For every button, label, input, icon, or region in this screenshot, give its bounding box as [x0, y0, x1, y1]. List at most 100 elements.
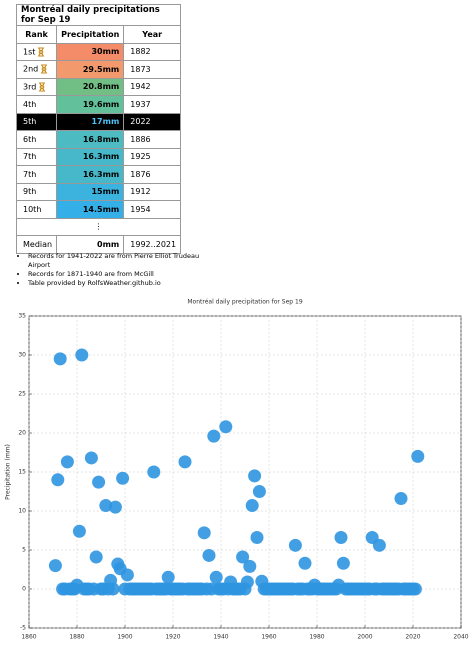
rank: 2nd	[23, 64, 39, 74]
x-tick-label: 1860	[21, 634, 36, 641]
ellipsis: ⋮	[15, 217, 182, 236]
year: 1937	[123, 95, 182, 114]
point	[106, 582, 120, 596]
icon	[38, 47, 45, 57]
notes: Records for 1941-2022 are from Pierre El…	[16, 252, 208, 288]
point	[51, 473, 65, 487]
point	[178, 455, 192, 469]
rank: 7th	[15, 165, 58, 184]
median-value: 0mm	[56, 235, 125, 254]
point	[75, 348, 89, 362]
precip: 29.5mm	[56, 60, 125, 79]
x-tick-label: 1920	[165, 634, 180, 641]
point	[89, 550, 103, 564]
point	[209, 570, 223, 584]
point	[202, 548, 216, 562]
x-tick-label: 1900	[117, 634, 132, 641]
year: 1873	[123, 60, 182, 79]
point	[161, 570, 175, 584]
records-table: Montréal daily precipitations for Sep 19…	[15, 4, 182, 254]
y-tick-label: 20	[18, 430, 26, 437]
y-tick-label: 30	[18, 352, 26, 359]
precip: 30mm	[56, 42, 125, 61]
precip: 19.6mm	[56, 95, 125, 114]
point	[243, 559, 257, 573]
x-tick-label: 1940	[213, 634, 228, 641]
point	[197, 526, 211, 540]
point	[147, 465, 161, 479]
year: 1925	[123, 147, 182, 166]
point	[207, 429, 221, 443]
point	[408, 582, 422, 596]
x-tick-label: 1880	[69, 634, 84, 641]
year: 1942	[123, 77, 182, 96]
y-tick-label: -5	[20, 625, 26, 632]
point	[334, 531, 348, 545]
y-tick-label: 5	[22, 547, 26, 554]
point	[60, 455, 74, 469]
median-label: Median	[15, 235, 58, 254]
median-years: 1992..2021	[123, 235, 182, 254]
precip: 16.8mm	[56, 130, 125, 149]
year: 2022	[123, 112, 182, 131]
point	[116, 471, 130, 485]
point	[108, 500, 122, 514]
precip: 17mm	[56, 112, 125, 131]
point	[252, 485, 266, 498]
icon	[39, 82, 46, 92]
point	[288, 538, 302, 552]
year: 1876	[123, 165, 182, 184]
rank: 3rd	[23, 82, 37, 92]
year: 1886	[123, 130, 182, 149]
note: Records for 1941-2022 are from Pierre El…	[28, 252, 208, 270]
y-tick-label: 0	[22, 586, 26, 593]
rank: 5th	[15, 112, 58, 131]
y-tick-label: 10	[18, 508, 26, 515]
y-tick-label: 25	[18, 391, 26, 398]
y-tick-label: 35	[18, 313, 26, 320]
point	[245, 499, 259, 513]
point	[298, 556, 312, 570]
point	[53, 352, 67, 366]
precip: 20.8mm	[56, 77, 125, 96]
point	[240, 575, 254, 589]
header: Year	[123, 25, 182, 44]
header: Precipitation	[56, 25, 125, 44]
point	[411, 449, 425, 463]
point	[248, 469, 262, 483]
point	[372, 538, 386, 552]
table-title: Montréal daily precipitations for Sep 19	[15, 4, 182, 26]
point	[84, 451, 98, 465]
x-tick-label: 2040	[453, 634, 468, 641]
y-tick-label: 15	[18, 469, 26, 476]
precip: 16.3mm	[56, 165, 125, 184]
chart-title: Montréal daily precipitation for Sep 19	[187, 299, 302, 306]
precip: 15mm	[56, 182, 125, 201]
icon	[41, 64, 48, 74]
point	[219, 420, 233, 434]
y-axis-label: Precipitation (mm)	[5, 444, 12, 500]
x-tick-label: 1980	[309, 634, 324, 641]
chart: Montréal daily precipitation for Sep 19 …	[5, 299, 469, 641]
rank: 1st	[23, 47, 36, 57]
year: 1912	[123, 182, 182, 201]
point	[92, 475, 106, 489]
rank: 6th	[15, 130, 58, 149]
header: Rank	[15, 25, 58, 44]
x-tick-label: 2020	[405, 634, 420, 641]
rank: 7th	[15, 147, 58, 166]
point	[236, 550, 250, 564]
x-tick-label: 1960	[261, 634, 276, 641]
year: 1882	[123, 42, 182, 61]
point	[72, 524, 86, 538]
point	[99, 499, 113, 513]
note: Records for 1871-1940 are from McGill	[28, 270, 208, 279]
point	[48, 559, 62, 573]
point	[250, 531, 264, 545]
point	[394, 492, 408, 506]
rank: 9th	[15, 182, 58, 201]
year: 1954	[123, 200, 182, 219]
precip: 14.5mm	[56, 200, 125, 219]
precip: 16.3mm	[56, 147, 125, 166]
